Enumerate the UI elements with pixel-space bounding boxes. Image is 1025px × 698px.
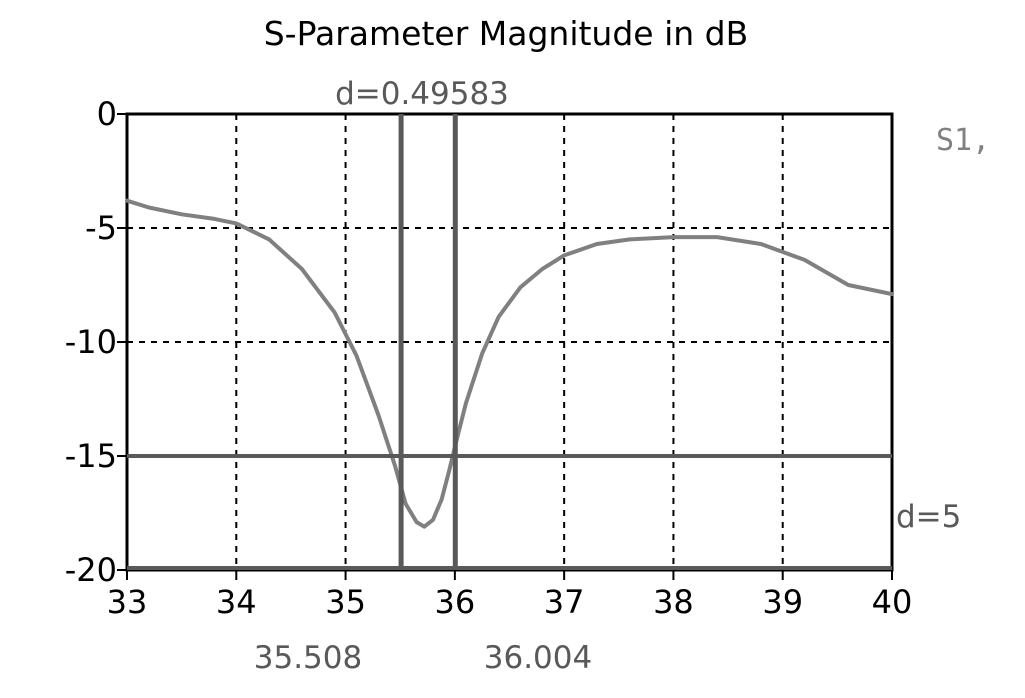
x-tick-label-4: 37: [544, 583, 585, 621]
x-tick-label-1: 34: [216, 583, 257, 621]
y-tick-label-4: -20: [65, 551, 117, 589]
series-lines: [125, 198, 894, 529]
y-tick-label-0: 0: [97, 95, 117, 133]
y-tick-label-3: -15: [65, 437, 117, 475]
vertical-marker-1-value: 35.508: [254, 640, 362, 676]
x-axis-tick-labels: 33 34 35 36 37 38 39 40: [107, 570, 913, 621]
marker-lines: [127, 114, 892, 570]
x-tick-label-2: 35: [325, 583, 366, 621]
x-tick-label-3: 36: [434, 583, 475, 621]
y-tick-label-2: -10: [65, 323, 117, 361]
horizontal-marker-delta-label: d=5: [896, 499, 961, 535]
series-line-0: [125, 198, 894, 529]
vertical-marker-delta-label: d=0.49583: [335, 76, 509, 112]
x-tick-label-5: 38: [653, 583, 694, 621]
x-tick-label-7: 40: [872, 583, 913, 621]
y-axis-tick-labels: 0 -5 -10 -15 -20: [65, 95, 127, 589]
y-tick-label-1: -5: [85, 209, 117, 247]
grid-lines: [127, 114, 892, 570]
legend-series-label: S1,: [936, 123, 990, 158]
vertical-marker-2-value: 36.004: [484, 640, 592, 676]
chart-title: S-Parameter Magnitude in dB: [264, 14, 749, 53]
x-tick-label-6: 39: [762, 583, 803, 621]
x-tick-label-0: 33: [107, 583, 148, 621]
